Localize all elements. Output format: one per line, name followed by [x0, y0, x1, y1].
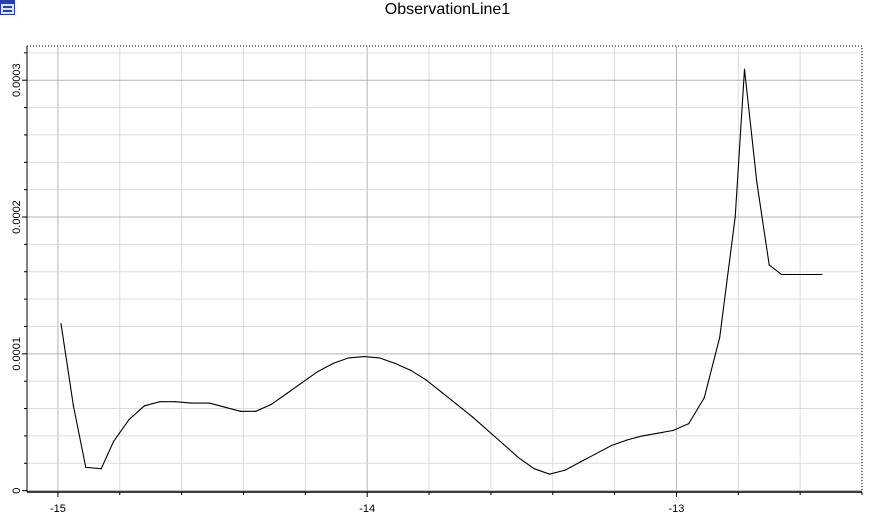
data-point [239, 410, 241, 412]
data-point [756, 182, 758, 184]
axes [22, 46, 863, 497]
data-point [72, 405, 74, 407]
data-point [595, 453, 597, 455]
data-point [672, 429, 674, 432]
data-point [688, 422, 690, 425]
data-point [719, 336, 721, 339]
data-point [780, 273, 783, 276]
data-point [363, 355, 365, 358]
data-point [768, 264, 770, 266]
data-point [286, 392, 288, 395]
data-point [190, 402, 192, 404]
data-point [332, 362, 334, 364]
data-point [734, 216, 736, 218]
data-point [626, 439, 628, 441]
data-point [85, 466, 87, 468]
data-point [743, 68, 746, 70]
data-point [100, 468, 102, 470]
data-point [805, 273, 807, 276]
data-point [60, 323, 62, 325]
x-tick-label: -13 [668, 503, 684, 515]
data-point [579, 461, 582, 463]
data-point [456, 403, 458, 406]
y-tick-label: 0 [11, 488, 23, 494]
y-tick-label: 0.0003 [11, 63, 23, 97]
data-point [317, 371, 319, 373]
data-point [159, 401, 161, 403]
data-point [270, 403, 272, 406]
data-point [657, 432, 659, 434]
data-point [703, 397, 705, 399]
tick-labels: -15 -14 -13 0 0.0001 0.0002 0.0003 [11, 63, 684, 515]
data-point [348, 357, 350, 359]
data-point [224, 406, 226, 408]
window-app-icon[interactable] [0, 0, 15, 15]
data-point [471, 416, 473, 418]
data-point [255, 410, 257, 412]
data-point [394, 362, 396, 364]
data-point [174, 401, 177, 403]
data-point [128, 418, 130, 421]
data-point [440, 391, 443, 393]
y-tick-label: 0.0001 [11, 337, 23, 371]
y-tick-label: 0.0002 [11, 200, 23, 234]
grid [27, 46, 863, 492]
data-point [790, 273, 792, 276]
series-layer [60, 68, 823, 475]
series-line [60, 69, 822, 475]
data-point [502, 443, 504, 445]
data-point [143, 405, 146, 407]
data-point [487, 429, 489, 432]
x-tick-label: -15 [50, 503, 66, 515]
data-point [518, 457, 520, 459]
data-point [425, 379, 427, 381]
x-tick-label: -14 [359, 503, 375, 515]
data-point [610, 444, 613, 447]
data-point [564, 469, 566, 471]
data-point [378, 357, 381, 359]
chart-title: ObservationLine1 [384, 1, 511, 18]
data-point [533, 468, 535, 470]
data-point [641, 435, 644, 437]
data-point [549, 473, 551, 475]
data-point [112, 440, 115, 442]
data-point [409, 369, 412, 371]
data-point [821, 273, 823, 276]
data-point [301, 381, 303, 384]
data-point [208, 402, 211, 404]
plot-frame [26, 45, 863, 493]
